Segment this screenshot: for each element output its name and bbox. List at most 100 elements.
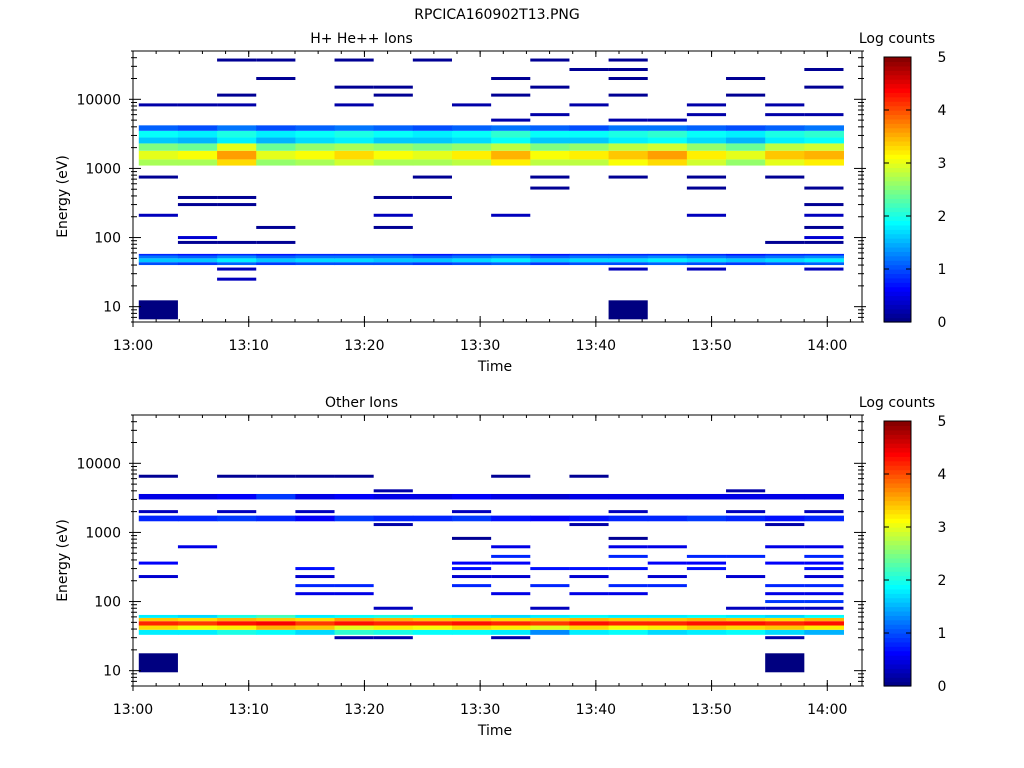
colorbar-segment: [884, 527, 911, 533]
heatmap-cell: [373, 225, 413, 229]
heatmap-cell: [686, 175, 727, 179]
heatmap-cell: [530, 113, 570, 117]
heatmap-cell: [804, 493, 844, 500]
heatmap-cell: [647, 614, 688, 618]
heatmap-cell: [804, 240, 844, 244]
heatmap-cell: [217, 262, 257, 266]
heatmap-cell: [451, 143, 492, 151]
heatmap-cell: [530, 58, 570, 62]
y-tick-label: 1000: [85, 525, 121, 541]
heatmap-cell: [138, 253, 179, 256]
heatmap-cell: [804, 614, 844, 618]
x-tick-label: 13:00: [113, 338, 153, 354]
heatmap-cell: [804, 617, 844, 622]
heatmap-cell: [451, 103, 492, 107]
heatmap-cell: [726, 255, 766, 259]
colorbar-segment: [884, 500, 911, 506]
x-tick-label: 13:30: [460, 702, 500, 718]
heatmap-cell: [138, 614, 179, 618]
x-tick-label: 13:30: [460, 338, 500, 354]
heatmap-cell: [726, 77, 766, 81]
heatmap-cell: [530, 567, 570, 571]
heatmap-cell: [177, 130, 218, 138]
heatmap-cell: [491, 575, 531, 579]
heatmap-cell: [256, 137, 296, 144]
colorbar-segment: [884, 549, 911, 555]
heatmap-cell: [412, 125, 453, 131]
heatmap-cell: [804, 567, 844, 571]
heatmap-cell: [804, 575, 844, 579]
heatmap-cell: [569, 575, 609, 579]
heatmap-cell: [177, 621, 218, 626]
heatmap-cell: [217, 510, 257, 514]
heatmap-cell: [530, 85, 570, 89]
colorbar-tick-label: 2: [938, 209, 947, 225]
colorbar-tick-label: 4: [938, 467, 947, 483]
heatmap-cell: [138, 300, 178, 320]
heatmap-cell: [569, 523, 609, 527]
heatmap-cell: [334, 636, 374, 640]
colorbar-segment: [884, 299, 911, 305]
heatmap-cell: [765, 515, 805, 522]
colorbar-segment: [884, 509, 911, 515]
heatmap-cell: [334, 143, 375, 151]
colorbar-segment: [884, 566, 911, 572]
colorbar-segment: [884, 96, 911, 102]
heatmap-cell: [373, 93, 413, 97]
heatmap-cell: [295, 614, 336, 618]
colorbar-segment: [884, 308, 911, 314]
heatmap-cell: [569, 625, 610, 630]
heatmap-cell: [686, 629, 727, 635]
heatmap-cell: [138, 213, 178, 217]
heatmap-cell: [138, 159, 179, 166]
x-axis-label: Time: [477, 723, 512, 739]
heatmap-cell: [765, 600, 805, 604]
heatmap-cell: [726, 143, 766, 151]
heatmap-cell: [138, 103, 178, 107]
colorbar-segment: [884, 140, 911, 146]
colorbar-segment: [884, 233, 911, 239]
colorbar-segment: [884, 487, 911, 493]
heatmap-cell: [569, 614, 610, 618]
heatmap-cell: [295, 474, 335, 478]
colorbar-segment: [884, 110, 911, 116]
x-tick-label: 13:20: [344, 338, 384, 354]
heatmap-cell: [256, 617, 296, 622]
heatmap-cell: [412, 617, 453, 622]
heatmap-cell: [334, 137, 375, 144]
colorbar-segment: [884, 251, 911, 257]
heatmap-cell: [804, 267, 844, 271]
colorbar-segment: [884, 229, 911, 235]
heatmap-cell: [804, 554, 844, 558]
heatmap-cell: [138, 175, 178, 179]
heatmap-cell: [295, 143, 336, 151]
x-tick-label: 13:10: [229, 702, 269, 718]
heatmap-cell: [177, 150, 218, 160]
heatmap-cell: [334, 262, 375, 266]
heatmap-cell: [804, 137, 844, 144]
heatmap-cell: [804, 186, 844, 190]
heatmap-cell: [334, 125, 375, 131]
heatmap-cell: [256, 130, 296, 138]
heatmap-cell: [177, 103, 218, 107]
heatmap-cell: [491, 130, 531, 138]
colorbar-segment: [884, 451, 911, 457]
heatmap-cell: [726, 625, 766, 630]
heatmap-cell: [647, 625, 688, 630]
heatmap-cell: [256, 621, 296, 626]
colorbar-segment: [884, 211, 911, 217]
heatmap-cell: [726, 515, 766, 522]
colorbar-segment: [884, 531, 911, 537]
colorbar-segment: [884, 655, 911, 661]
heatmap-cell: [765, 175, 805, 179]
heatmap-cell: [686, 567, 727, 571]
heatmap-cell: [217, 253, 257, 256]
heatmap-cell: [295, 130, 336, 138]
heatmap-cell: [451, 253, 492, 256]
heatmap-cell: [765, 258, 805, 263]
heatmap-cell: [373, 523, 413, 527]
heatmap-cell: [647, 258, 688, 263]
heatmap-cell: [412, 150, 453, 160]
heatmap-cell: [686, 617, 727, 622]
